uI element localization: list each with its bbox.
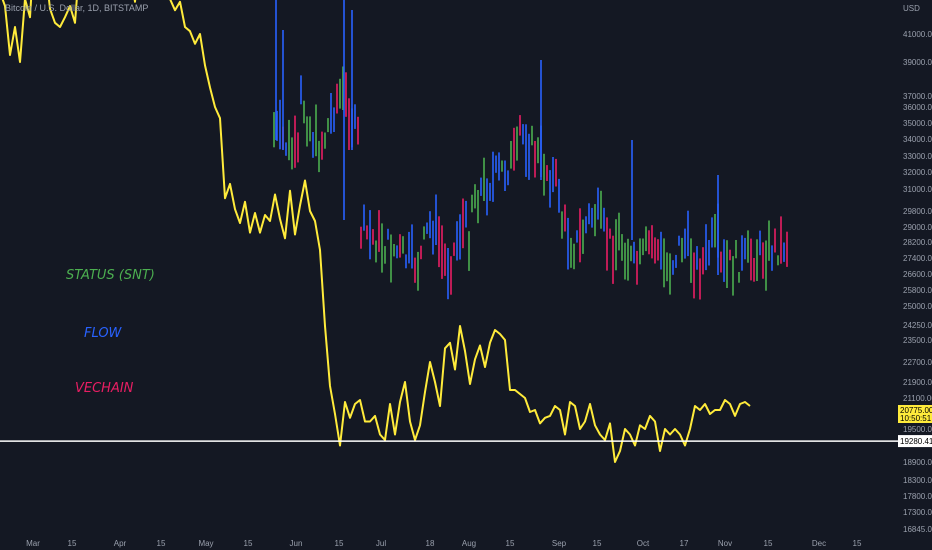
x-tick-label: Mar: [26, 539, 40, 548]
y-tick-label: 21100.00: [903, 394, 932, 403]
x-tick-label: Jun: [290, 539, 303, 548]
y-tick-label: 24250.00: [903, 321, 932, 330]
y-tick-label: 18900.00: [903, 458, 932, 467]
y-tick-label: 39000.00: [903, 58, 932, 67]
x-tick-label: 15: [764, 539, 773, 548]
y-tick-label: 41000.00: [903, 30, 932, 39]
y-tick-label: 36000.00: [903, 103, 932, 112]
x-tick-label: 15: [68, 539, 77, 548]
x-tick-label: Nov: [718, 539, 732, 548]
x-tick-label: Aug: [462, 539, 476, 548]
label-status-snt: STATUS (SNT): [66, 268, 155, 283]
x-tick-label: 15: [853, 539, 862, 548]
chart-title: Bitcoin / U.S. Dollar, 1D, BITSTAMP: [5, 3, 149, 13]
y-tick-label: 21900.00: [903, 378, 932, 387]
y-tick-label: 17300.00: [903, 508, 932, 517]
x-tick-label: Jul: [376, 539, 386, 548]
y-tick-label: 35000.00: [903, 119, 932, 128]
y-tick-label: 19500.00: [903, 425, 932, 434]
x-tick-label: 17: [680, 539, 689, 548]
x-tick-label: Dec: [812, 539, 826, 548]
x-tick-label: 18: [426, 539, 435, 548]
y-tick-label: 17800.00: [903, 492, 932, 501]
x-tick-label: Sep: [552, 539, 567, 548]
y-tick-label: 32000.00: [903, 168, 932, 177]
y-tick-label: 16845.00: [903, 525, 932, 534]
y-tick-label: 23500.00: [903, 336, 932, 345]
last-price-countdown: 10:50:51: [900, 414, 932, 423]
horizontal-level-value: 19280.41: [900, 437, 932, 446]
x-tick-label: 15: [593, 539, 602, 548]
x-tick-label: 15: [157, 539, 166, 548]
y-tick-label: 28200.00: [903, 238, 932, 247]
x-tick-label: Apr: [114, 539, 127, 548]
last-price-tag: [898, 405, 932, 423]
y-tick-label: 31000.00: [903, 185, 932, 194]
last-price-value: 20775.00: [900, 406, 932, 415]
y-tick-label: 34000.00: [903, 135, 932, 144]
y-tick-label: 33000.00: [903, 152, 932, 161]
y-tick-label: 25800.00: [903, 286, 932, 295]
x-tick-label: 15: [335, 539, 344, 548]
x-tick-label: May: [198, 539, 213, 548]
x-tick-label: 15: [506, 539, 515, 548]
y-tick-label: 29800.00: [903, 207, 932, 216]
y-tick-label: 37000.00: [903, 92, 932, 101]
label-flow: FLOW: [84, 326, 122, 341]
horizontal-level-tag: [898, 435, 932, 448]
y-tick-label: 25000.00: [903, 302, 932, 311]
y-tick-label: 22700.00: [903, 358, 932, 367]
currency-label: USD: [903, 4, 920, 13]
y-tick-label: 27400.00: [903, 254, 932, 263]
x-tick-label: Oct: [637, 539, 650, 548]
y-tick-label: 29000.00: [903, 223, 932, 232]
btc-price-line: [1, 0, 751, 463]
y-tick-label: 26600.00: [903, 270, 932, 279]
y-tick-label: 18300.00: [903, 476, 932, 485]
label-vechain: VECHAIN: [75, 381, 134, 396]
x-tick-label: 15: [244, 539, 253, 548]
